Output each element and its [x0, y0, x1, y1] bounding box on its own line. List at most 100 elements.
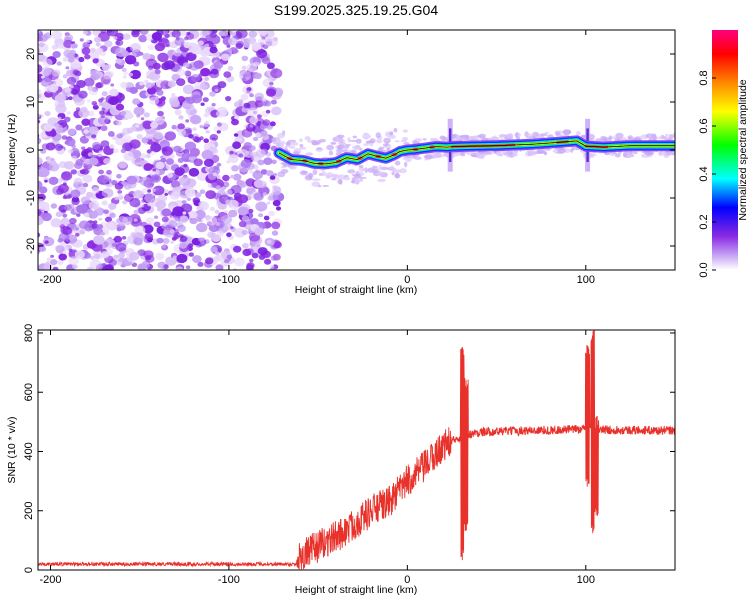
noise-blob — [203, 138, 209, 143]
noise-blob — [225, 199, 233, 206]
noise-blob — [196, 222, 208, 233]
noise-blob — [266, 170, 274, 177]
noise-blob — [211, 137, 216, 141]
noise-blob — [153, 221, 161, 228]
noise-blob — [73, 177, 83, 185]
noise-blob — [38, 119, 41, 124]
noise-blob — [72, 264, 78, 269]
noise-blob — [238, 102, 243, 107]
noise-blob — [145, 153, 151, 159]
noise-blob — [214, 254, 223, 262]
noise-blob — [89, 51, 100, 60]
noise-blob — [167, 172, 174, 178]
noise-blob — [163, 60, 176, 70]
noise-blob — [144, 79, 149, 84]
trace-halo — [287, 139, 297, 143]
noise-blob — [67, 56, 75, 63]
noise-blob — [78, 90, 88, 99]
noise-blob — [243, 42, 250, 48]
noise-blob — [98, 169, 104, 175]
noise-blob — [90, 47, 96, 53]
noise-blob — [82, 42, 91, 49]
noise-blob — [201, 84, 208, 90]
noise-blob — [188, 156, 194, 161]
noise-blob — [55, 104, 67, 114]
noise-blob — [174, 37, 185, 46]
noise-blob — [216, 130, 221, 134]
trace-halo — [353, 144, 361, 151]
noise-blob — [256, 49, 268, 59]
noise-blob — [156, 89, 164, 96]
noise-blob — [172, 206, 185, 217]
noise-blob — [185, 119, 190, 123]
noise-blob — [50, 203, 58, 209]
trace-halo — [378, 164, 383, 171]
trace-halo — [337, 142, 346, 145]
trace-halo — [350, 168, 354, 174]
noise-blob — [244, 124, 248, 128]
noise-blob — [114, 182, 124, 190]
noise-blob — [184, 187, 196, 197]
noise-blob — [113, 148, 119, 154]
noise-blob — [209, 46, 218, 54]
noise-blob — [229, 150, 234, 155]
noise-blob — [242, 243, 249, 249]
noise-blob — [126, 175, 138, 185]
noise-blob — [227, 66, 234, 71]
noise-blob — [85, 39, 90, 43]
noise-blob — [115, 58, 122, 64]
noise-blob — [273, 241, 282, 249]
trace-halo — [402, 157, 406, 160]
noise-blob — [209, 91, 216, 97]
trace-halo — [496, 151, 501, 156]
noise-blob — [88, 126, 99, 135]
noise-blob — [49, 259, 58, 266]
noise-blob — [188, 61, 200, 71]
trace-halo — [442, 136, 447, 141]
noise-blob — [149, 96, 160, 106]
noise-blob — [71, 155, 78, 161]
noise-blob — [214, 209, 220, 214]
noise-blob — [176, 253, 188, 264]
noise-blob — [254, 72, 262, 80]
noise-blob — [192, 255, 202, 264]
noise-blob — [83, 129, 89, 134]
noise-blob — [129, 198, 141, 208]
y-tick-label: 400 — [23, 442, 35, 460]
trace-centerline — [278, 140, 675, 165]
noise-blob — [147, 44, 155, 51]
trace-halo — [355, 138, 362, 144]
noise-blob — [57, 116, 62, 120]
noise-blob — [234, 257, 245, 267]
noise-blob — [182, 84, 195, 95]
noise-blob — [120, 81, 129, 89]
trace-halo — [385, 142, 389, 146]
noise-blob — [39, 246, 47, 252]
noise-blob — [133, 106, 145, 116]
noise-blob — [67, 148, 74, 154]
noise-blob — [252, 170, 263, 180]
trace-halo — [359, 178, 363, 182]
noise-blob — [194, 192, 202, 198]
trace-halo — [645, 151, 652, 156]
noise-blob — [119, 114, 124, 119]
noise-blob — [257, 159, 265, 166]
noise-blob — [150, 174, 161, 183]
noise-blob — [232, 173, 242, 181]
noise-blob — [233, 49, 239, 54]
noise-blob — [130, 232, 136, 237]
noise-blob — [164, 224, 172, 231]
trace-halo — [575, 130, 582, 136]
noise-blob — [265, 109, 271, 114]
noise-blob — [269, 267, 277, 270]
noise-blob — [163, 264, 169, 269]
noise-blob — [248, 208, 254, 214]
trace-halo — [466, 151, 474, 156]
noise-blob — [91, 242, 103, 252]
noise-blob — [71, 240, 76, 244]
noise-blob — [62, 74, 68, 79]
noise-blob — [173, 145, 182, 153]
noise-blob — [222, 222, 233, 231]
trace-halo — [557, 148, 566, 154]
noise-blob — [210, 246, 218, 253]
